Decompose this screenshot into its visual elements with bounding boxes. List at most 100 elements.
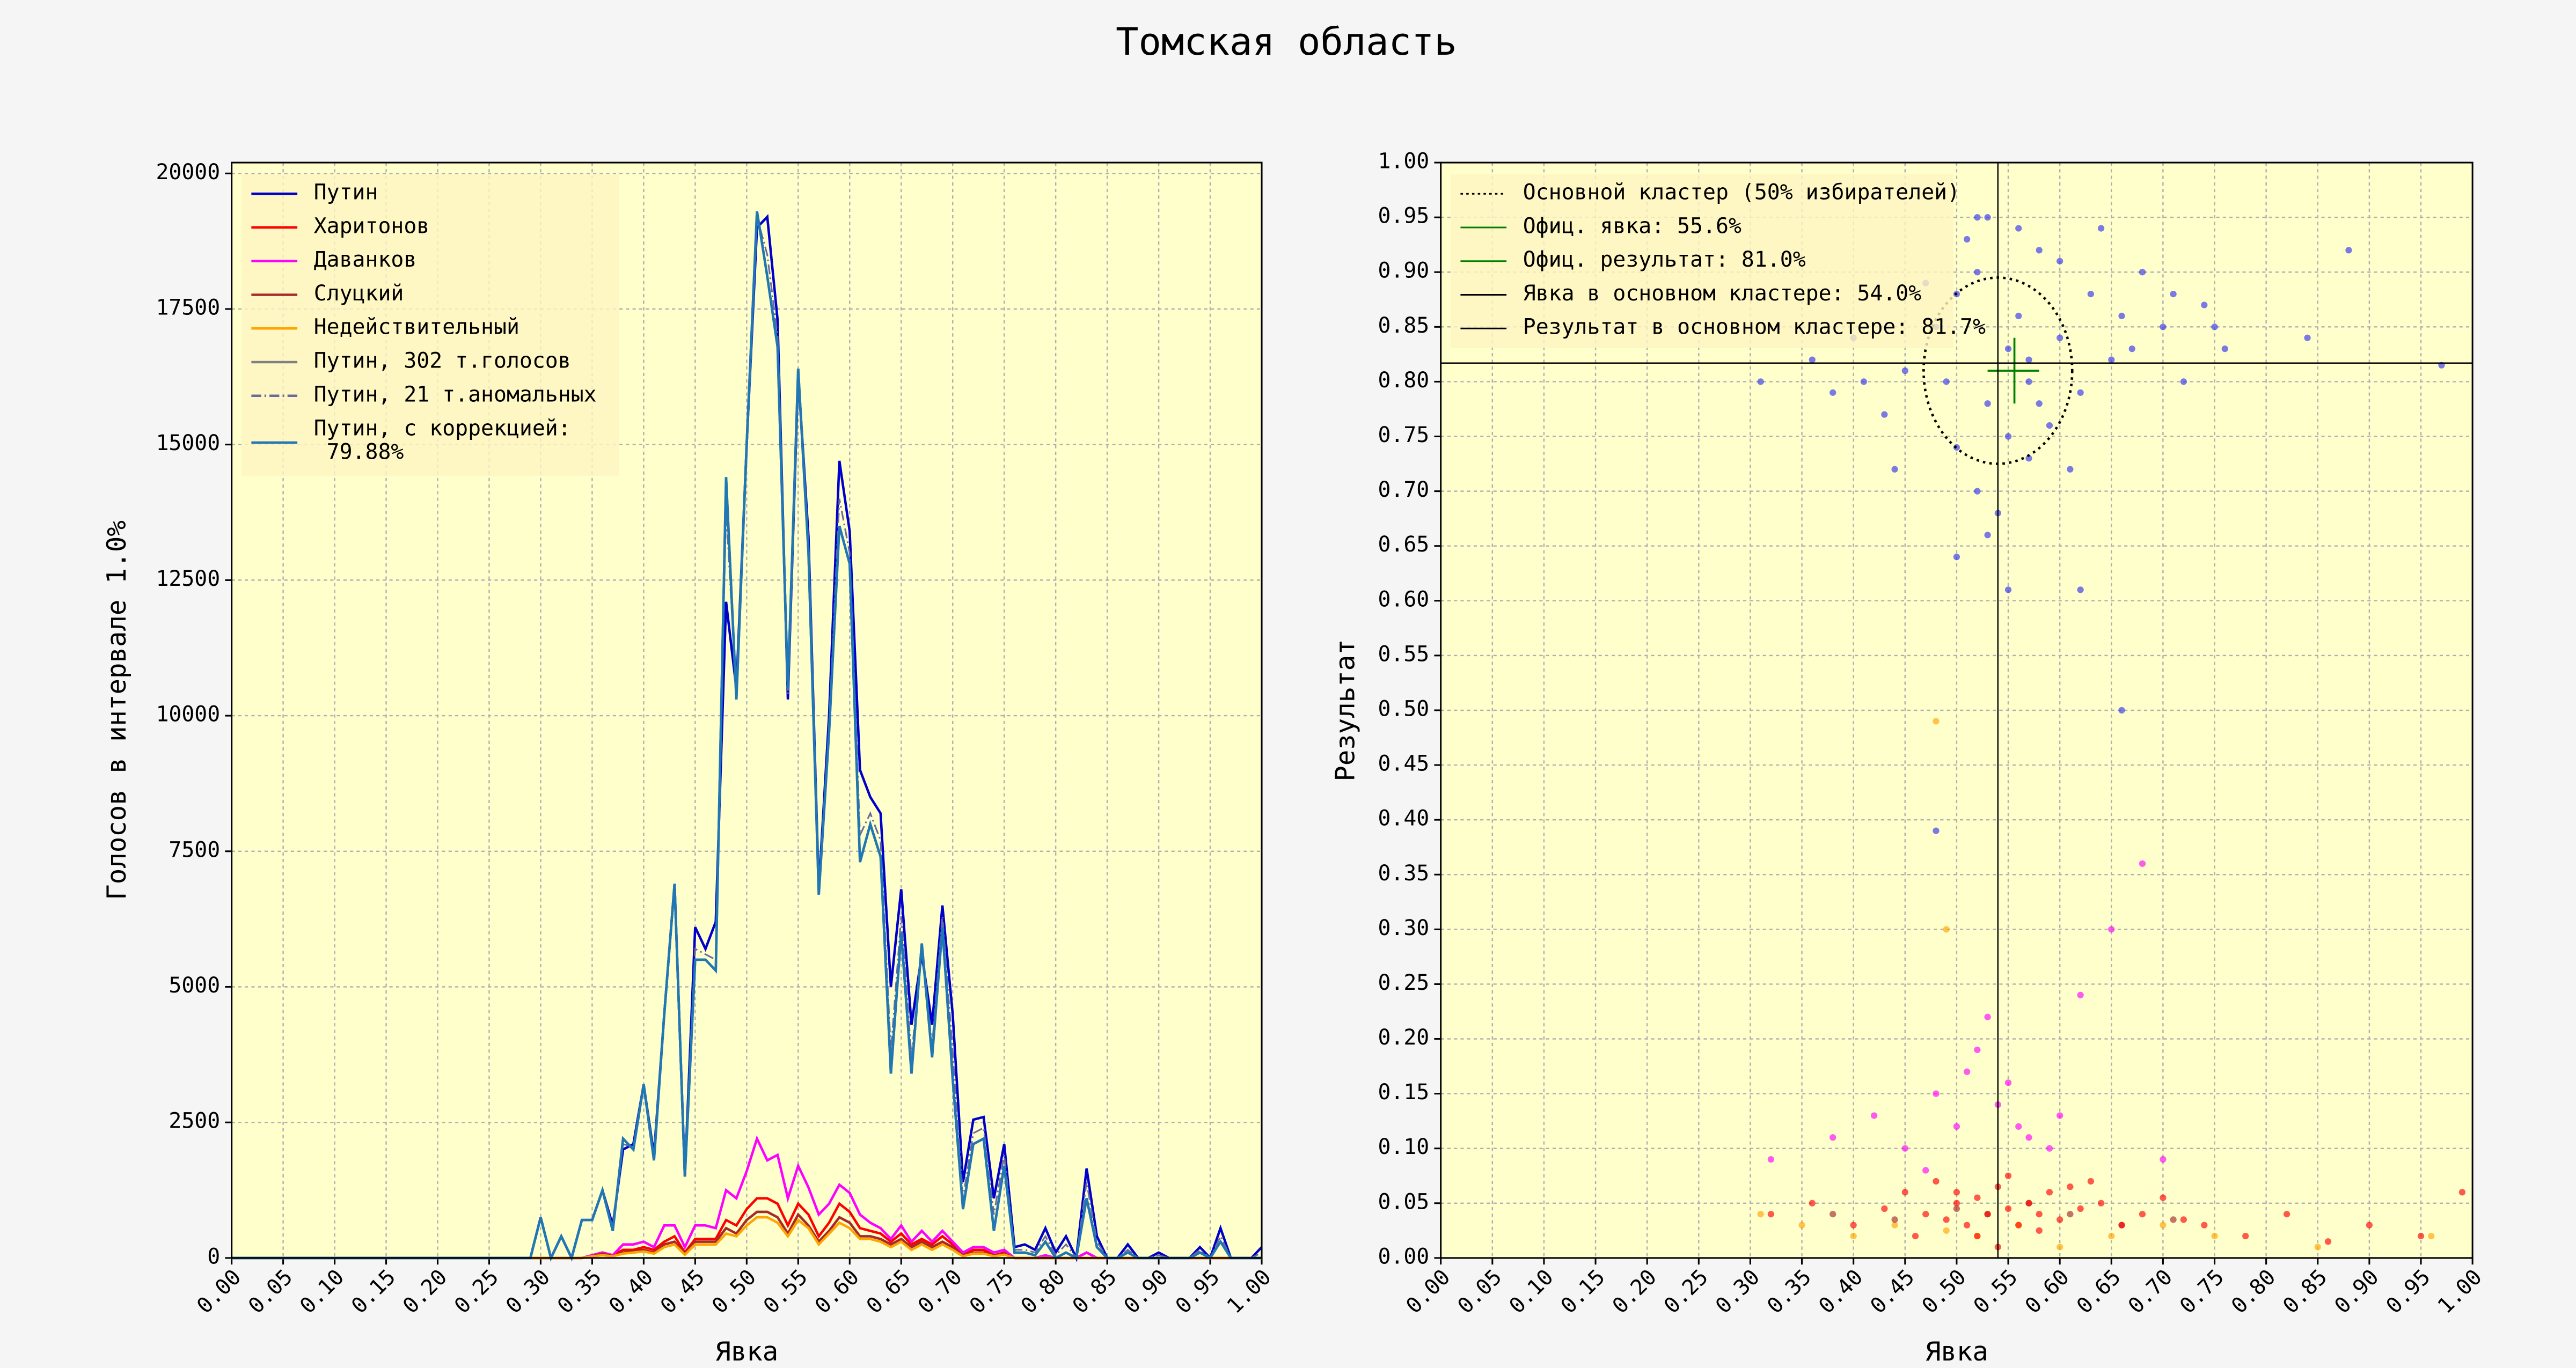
x-tick-label: 0.00 <box>192 1264 246 1318</box>
scatter-point <box>2077 389 2084 396</box>
scatter-point <box>2108 926 2115 933</box>
x-tick-label: 0.15 <box>347 1264 400 1318</box>
scatter-point <box>1881 411 1888 418</box>
scatter-point <box>1933 1090 1940 1097</box>
scatter-point <box>2057 1216 2063 1223</box>
y-tick-label: 5000 <box>169 973 220 998</box>
scatter-point <box>2036 247 2043 254</box>
scatter-point <box>1964 1068 1971 1075</box>
x-tick-label: 0.45 <box>656 1264 709 1318</box>
y-tick-label: 0.15 <box>1378 1080 1429 1105</box>
scatter-point <box>2025 378 2032 385</box>
x-tick-label: 0.40 <box>604 1264 658 1318</box>
scatter-point <box>1984 532 1991 539</box>
scatter-point <box>1901 1189 1908 1196</box>
scatter-point <box>1943 1216 1950 1223</box>
scatter-point <box>2015 225 2022 232</box>
x-tick-label: 0.00 <box>1401 1264 1455 1318</box>
scatter-point <box>1943 1227 1950 1234</box>
scatter-point <box>1922 1167 1929 1174</box>
legend-label: Путин <box>314 180 378 205</box>
scatter-point <box>1829 389 1836 396</box>
scatter-point <box>2004 433 2012 440</box>
scatter-point <box>2160 323 2167 330</box>
scatter-point <box>1974 214 1981 221</box>
scatter-point <box>2201 1222 2208 1229</box>
x-tick-label: 0.80 <box>2227 1264 2280 1318</box>
x-tick-label: 0.25 <box>450 1264 503 1318</box>
scatter-point <box>2025 1200 2032 1207</box>
scatter-point <box>1953 1205 1960 1212</box>
scatter-point <box>1974 1232 1981 1240</box>
legend-box <box>241 174 620 476</box>
x-tick-label: 0.30 <box>501 1264 555 1318</box>
scatter-point <box>2180 1216 2187 1223</box>
scatter-point <box>1891 466 1898 473</box>
scatter-point <box>2108 1232 2115 1240</box>
y-tick-label: 0.55 <box>1378 642 1429 666</box>
scatter-point <box>1953 554 1960 561</box>
x-tick-label: 0.10 <box>1504 1264 1558 1318</box>
x-tick-label: 0.15 <box>1556 1264 1610 1318</box>
scatter-point <box>1933 827 1940 834</box>
x-axis-label: Явка <box>715 1336 778 1367</box>
scatter-point <box>2170 290 2177 298</box>
y-tick-label: 0.40 <box>1378 806 1429 831</box>
scatter-point <box>2118 1222 2125 1229</box>
x-tick-label: 0.05 <box>244 1264 297 1318</box>
x-tick-label: 0.80 <box>1016 1264 1070 1318</box>
x-tick-label: 0.95 <box>2381 1264 2435 1318</box>
scatter-point <box>2077 1205 2084 1212</box>
y-tick-label: 0.80 <box>1378 368 1429 393</box>
y-tick-label: 7500 <box>169 837 220 862</box>
scatter-point <box>2201 301 2208 308</box>
scatter-point <box>1912 1232 1919 1240</box>
scatter-point <box>2170 1216 2177 1223</box>
x-tick-label: 0.30 <box>1711 1264 1765 1318</box>
scatter-point <box>1881 1205 1888 1212</box>
y-tick-label: 0.95 <box>1378 204 1429 229</box>
legend-label: Путин, 21 т.аномальных <box>314 382 597 407</box>
scatter-point <box>2004 1205 2012 1212</box>
scatter-point <box>1943 378 1950 385</box>
scatter-point <box>2242 1232 2249 1240</box>
scatter-point <box>1964 1222 1971 1229</box>
plot-frame <box>1440 161 2473 1259</box>
scatter-point <box>2283 1211 2290 1218</box>
scatter-point <box>1860 378 1868 385</box>
y-tick-label: 0.70 <box>1378 477 1429 502</box>
scatter-point <box>2366 1222 2373 1229</box>
scatter-point <box>2025 356 2032 363</box>
scatter-point <box>2160 1156 2167 1163</box>
scatter-point <box>1922 1211 1929 1218</box>
y-tick-label: 0.90 <box>1378 259 1429 283</box>
x-tick-label: 0.85 <box>2278 1264 2332 1318</box>
scatter-point <box>1933 718 1940 725</box>
y-tick-label: 0.60 <box>1378 587 1429 612</box>
scatter-point <box>2458 1189 2466 1196</box>
y-tick-label: 10000 <box>156 702 220 727</box>
scatter-point <box>1964 236 1971 243</box>
y-tick-label: 0 <box>207 1244 220 1269</box>
scatter-point <box>2057 258 2063 264</box>
x-tick-label: 0.20 <box>398 1264 452 1318</box>
scatter-point <box>1757 1211 1764 1218</box>
scatter-point <box>2139 269 2146 276</box>
scatter-point <box>1829 1211 1836 1218</box>
scatter-point <box>2015 1123 2022 1130</box>
scatter-point <box>2036 1211 2043 1218</box>
y-tick-label: 0.20 <box>1378 1025 1429 1050</box>
scatter-point <box>2160 1194 2167 1201</box>
legend-label: Явка в основном кластере: 54.0% <box>1523 281 1922 306</box>
x-tick-label: 0.55 <box>759 1264 813 1318</box>
scatter-point <box>1850 1232 1857 1240</box>
legend-label: Недействительный <box>314 315 519 340</box>
x-tick-label: 1.00 <box>1222 1264 1276 1318</box>
x-tick-label: 0.90 <box>2330 1264 2383 1318</box>
x-tick-label: 0.65 <box>2072 1264 2126 1318</box>
x-axis-label: Явка <box>1925 1336 1988 1367</box>
scatter-point <box>1757 378 1764 385</box>
scatter-point <box>2015 312 2022 320</box>
y-tick-label: 0.50 <box>1378 696 1429 721</box>
scatter-point <box>2160 1222 2167 1229</box>
